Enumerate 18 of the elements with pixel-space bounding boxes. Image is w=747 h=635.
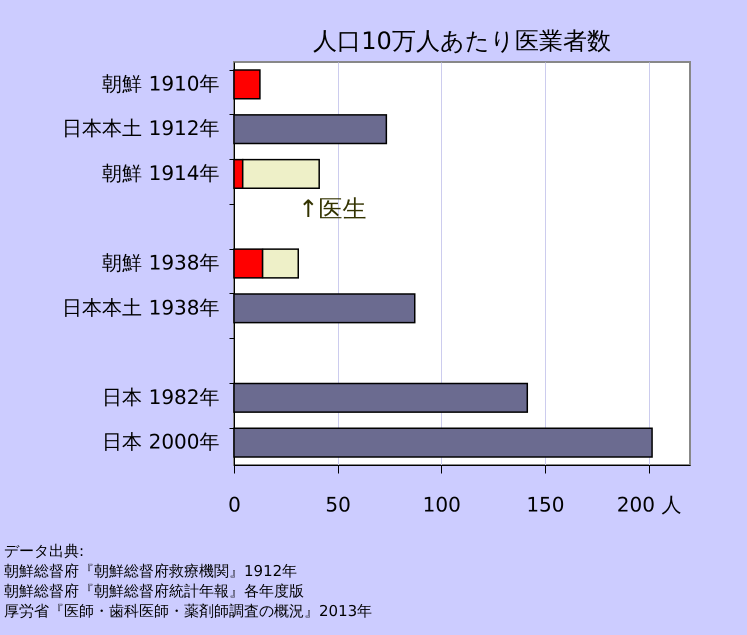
text: データ出典: [4, 542, 84, 560]
x-tick-label: 100 [422, 492, 461, 516]
text: 厚労省『医師・歯科医師・薬剤師調査の概況』2013年 [4, 602, 372, 620]
x-tick-label: 0 [228, 492, 241, 516]
chart-title: 人口10万人あたり医業者数 [313, 27, 611, 55]
y-tick-label: 日本本土 1938年 [62, 295, 220, 320]
x-tick-label: 50 [325, 492, 351, 516]
text: 朝鮮総督府『朝鮮総督府統計年報』各年度版 [4, 582, 304, 600]
x-tick-label: 150 [526, 492, 565, 516]
x-tick-label: 200 人 [616, 492, 682, 516]
y-tick-label: 日本 2000年 [102, 430, 220, 454]
y-tick-label: 朝鮮 1910年 [102, 71, 220, 96]
text: 朝鮮総督府『朝鮮総督府救療機関』1912年 [4, 562, 298, 580]
annotation: ↑医生 [298, 194, 366, 223]
y-tick-label: 朝鮮 1938年 [102, 250, 220, 274]
y-tick-label: 朝鮮 1914年 [102, 160, 220, 185]
y-tick-label: 日本 1982年 [102, 384, 220, 409]
y-tick-label: 日本本土 1912年 [62, 116, 220, 140]
